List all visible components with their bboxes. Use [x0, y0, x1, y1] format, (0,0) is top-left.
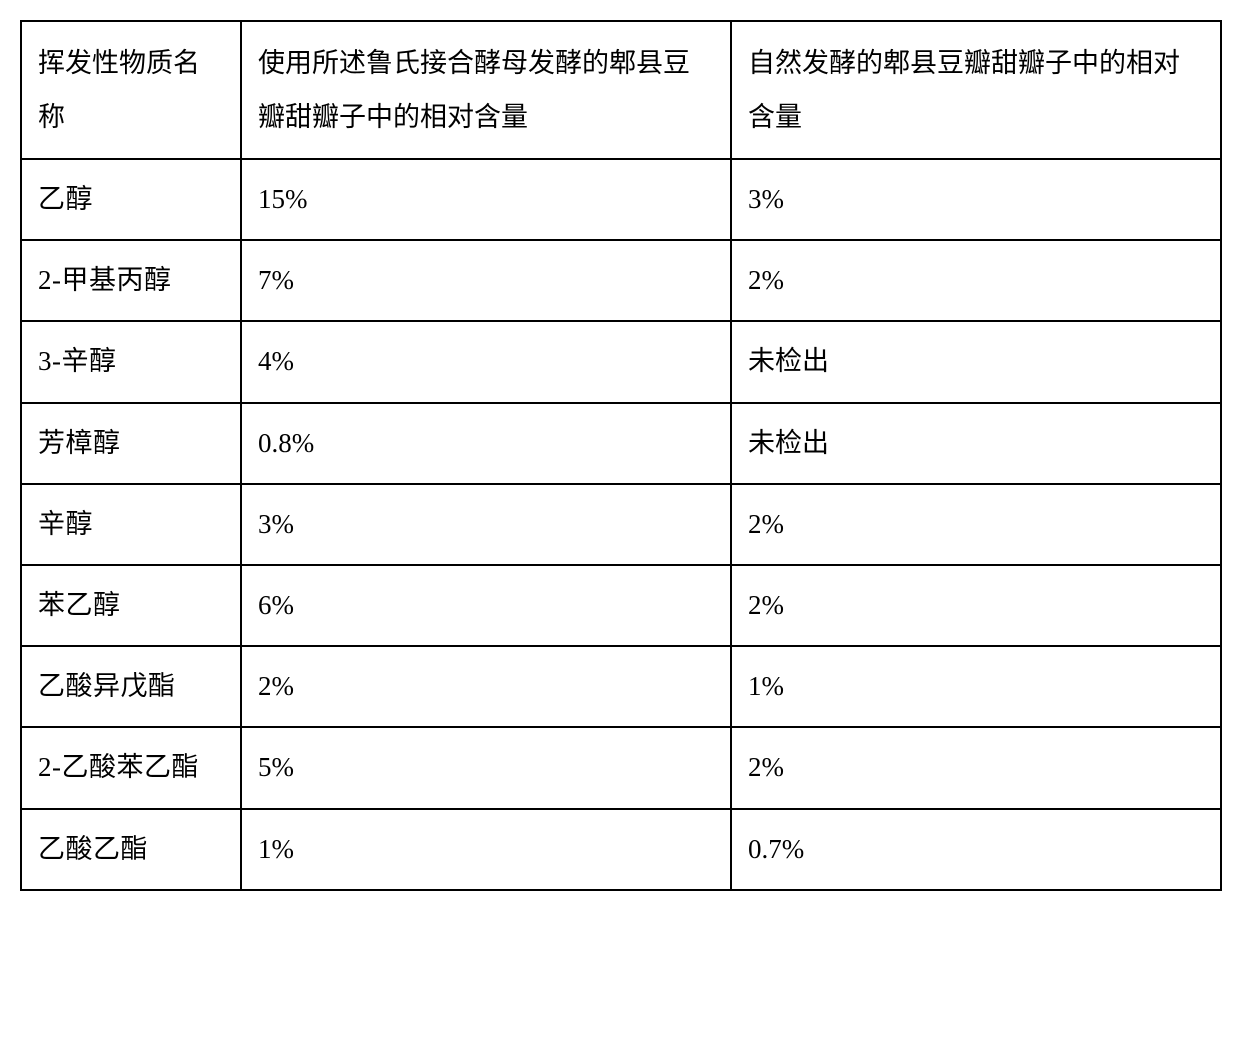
table-row: 苯乙醇 6% 2%	[21, 565, 1221, 646]
col-header-natural: 自然发酵的郫县豆瓣甜瓣子中的相对含量	[731, 21, 1221, 159]
cell-natural: 未检出	[731, 321, 1221, 402]
cell-name: 乙酸异戊酯	[21, 646, 241, 727]
table-body: 乙醇 15% 3% 2-甲基丙醇 7% 2% 3-辛醇 4% 未检出 芳樟醇 0…	[21, 159, 1221, 890]
table-row: 乙酸异戊酯 2% 1%	[21, 646, 1221, 727]
cell-yeast: 2%	[241, 646, 731, 727]
cell-natural: 2%	[731, 727, 1221, 808]
cell-name: 芳樟醇	[21, 403, 241, 484]
cell-yeast: 6%	[241, 565, 731, 646]
cell-name: 2-乙酸苯乙酯	[21, 727, 241, 808]
table-row: 乙醇 15% 3%	[21, 159, 1221, 240]
cell-natural: 未检出	[731, 403, 1221, 484]
cell-yeast: 5%	[241, 727, 731, 808]
cell-natural: 2%	[731, 240, 1221, 321]
cell-name: 辛醇	[21, 484, 241, 565]
cell-yeast: 0.8%	[241, 403, 731, 484]
cell-name: 乙酸乙酯	[21, 809, 241, 890]
cell-yeast: 1%	[241, 809, 731, 890]
table-row: 芳樟醇 0.8% 未检出	[21, 403, 1221, 484]
cell-name: 3-辛醇	[21, 321, 241, 402]
volatile-compounds-table: 挥发性物质名称 使用所述鲁氏接合酵母发酵的郫县豆瓣甜瓣子中的相对含量 自然发酵的…	[20, 20, 1222, 891]
cell-name: 苯乙醇	[21, 565, 241, 646]
table-row: 3-辛醇 4% 未检出	[21, 321, 1221, 402]
cell-natural: 2%	[731, 565, 1221, 646]
table-row: 乙酸乙酯 1% 0.7%	[21, 809, 1221, 890]
cell-yeast: 3%	[241, 484, 731, 565]
col-header-yeast: 使用所述鲁氏接合酵母发酵的郫县豆瓣甜瓣子中的相对含量	[241, 21, 731, 159]
cell-natural: 3%	[731, 159, 1221, 240]
cell-name: 乙醇	[21, 159, 241, 240]
cell-natural: 0.7%	[731, 809, 1221, 890]
col-header-name: 挥发性物质名称	[21, 21, 241, 159]
table-header-row: 挥发性物质名称 使用所述鲁氏接合酵母发酵的郫县豆瓣甜瓣子中的相对含量 自然发酵的…	[21, 21, 1221, 159]
cell-natural: 1%	[731, 646, 1221, 727]
cell-yeast: 7%	[241, 240, 731, 321]
table-row: 2-甲基丙醇 7% 2%	[21, 240, 1221, 321]
table-row: 辛醇 3% 2%	[21, 484, 1221, 565]
cell-name: 2-甲基丙醇	[21, 240, 241, 321]
cell-yeast: 4%	[241, 321, 731, 402]
table-row: 2-乙酸苯乙酯 5% 2%	[21, 727, 1221, 808]
cell-natural: 2%	[731, 484, 1221, 565]
cell-yeast: 15%	[241, 159, 731, 240]
